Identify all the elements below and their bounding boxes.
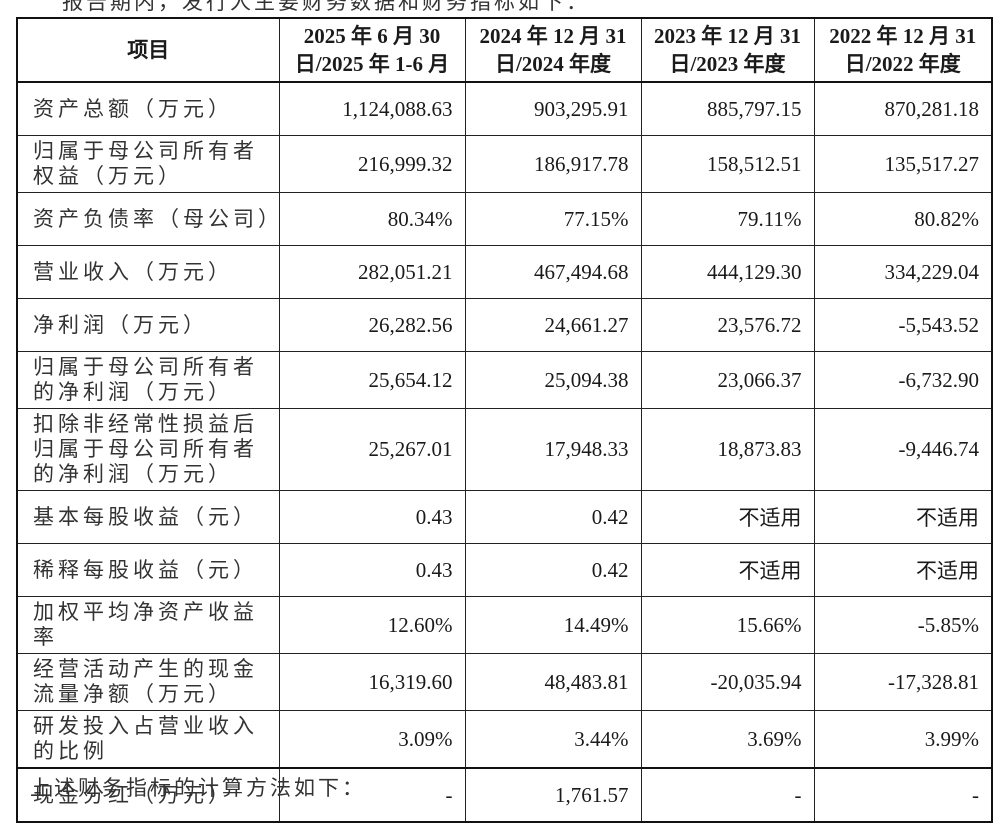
table-row: 稀释每股收益（元） 0.43 0.42 不适用 不适用 bbox=[16, 543, 993, 597]
row-label: 稀释每股收益（元） bbox=[16, 543, 280, 597]
value-cell: 79.11% bbox=[640, 192, 815, 246]
row-label: 研发投入占营业收入的比例 bbox=[16, 710, 280, 769]
table-row: 经营活动产生的现金流量净额（万元） 16,319.60 48,483.81 -20,0… bbox=[16, 653, 993, 711]
value-cell: 0.43 bbox=[278, 543, 466, 597]
value-cell: 186,917.78 bbox=[464, 135, 642, 193]
header-2024: 2024 年 12 月 31 日/2024 年度 bbox=[464, 17, 642, 83]
value-cell: 3.09% bbox=[278, 710, 466, 769]
value-cell: 444,129.30 bbox=[640, 245, 815, 299]
value-cell: 0.42 bbox=[464, 490, 642, 544]
value-cell: 216,999.32 bbox=[278, 135, 466, 193]
value-cell: 282,051.21 bbox=[278, 245, 466, 299]
value-cell: 77.15% bbox=[464, 192, 642, 246]
row-label: 资产总额（万元） bbox=[16, 81, 280, 136]
value-cell: 23,576.72 bbox=[640, 298, 815, 352]
value-cell: 3.99% bbox=[813, 710, 993, 769]
value-cell: -17,328.81 bbox=[813, 653, 993, 711]
row-label: 基本每股收益（元） bbox=[16, 490, 280, 544]
value-cell: 24,661.27 bbox=[464, 298, 642, 352]
value-cell: 16,319.60 bbox=[278, 653, 466, 711]
intro-text: 报告期内，发行人主要财务数据和财务指标如下： bbox=[62, 0, 590, 14]
value-cell: 25,094.38 bbox=[464, 351, 642, 409]
table-row: 研发投入占营业收入的比例 3.09% 3.44% 3.69% 3.99% bbox=[16, 710, 993, 769]
value-cell: 1,761.57 bbox=[464, 767, 642, 823]
value-cell: 135,517.27 bbox=[813, 135, 993, 193]
value-cell: 870,281.18 bbox=[813, 81, 993, 136]
row-label: 营业收入（万元） bbox=[16, 245, 280, 299]
value-cell: 334,229.04 bbox=[813, 245, 993, 299]
value-cell: 23,066.37 bbox=[640, 351, 815, 409]
row-label: 加权平均净资产收益率 bbox=[16, 596, 280, 654]
value-cell: 不适用 bbox=[813, 490, 993, 544]
value-cell: -6,732.90 bbox=[813, 351, 993, 409]
value-cell: 18,873.83 bbox=[640, 408, 815, 491]
value-cell: 3.44% bbox=[464, 710, 642, 769]
value-cell: 80.82% bbox=[813, 192, 993, 246]
value-cell: 467,494.68 bbox=[464, 245, 642, 299]
table-row: 加权平均净资产收益率 12.60% 14.49% 15.66% -5.85% bbox=[16, 596, 993, 654]
table-row: 资产总额（万元） 1,124,088.63 903,295.91 885,797.15… bbox=[16, 81, 993, 136]
value-cell: -5,543.52 bbox=[813, 298, 993, 352]
table-row: 归属于母公司所有者权益（万元） 216,999.32 186,917.78 158,5… bbox=[16, 135, 993, 193]
value-cell: 903,295.91 bbox=[464, 81, 642, 136]
value-cell: 885,797.15 bbox=[640, 81, 815, 136]
table-row: 归属于母公司所有者的净利润（万元） 25,654.12 25,094.38 23,06… bbox=[16, 351, 993, 409]
row-label: 归属于母公司所有者权益（万元） bbox=[16, 135, 280, 193]
value-cell: 0.43 bbox=[278, 490, 466, 544]
value-cell: 25,654.12 bbox=[278, 351, 466, 409]
row-label: 净利润（万元） bbox=[16, 298, 280, 352]
row-label: 经营活动产生的现金流量净额（万元） bbox=[16, 653, 280, 711]
value-cell: 80.34% bbox=[278, 192, 466, 246]
header-2023: 2023 年 12 月 31 日/2023 年度 bbox=[640, 17, 815, 83]
table-row: 净利润（万元） 26,282.56 24,661.27 23,576.72 -5,543… bbox=[16, 298, 993, 352]
value-cell: 不适用 bbox=[640, 543, 815, 597]
table-row: 基本每股收益（元） 0.43 0.42 不适用 不适用 bbox=[16, 490, 993, 544]
table-row: 资产负债率（母公司） 80.34% 77.15% 79.11% 80.82% bbox=[16, 192, 993, 246]
table-row: 营业收入（万元） 282,051.21 467,494.68 444,129.30 33… bbox=[16, 245, 993, 299]
value-cell: 3.69% bbox=[640, 710, 815, 769]
value-cell: 不适用 bbox=[640, 490, 815, 544]
value-cell: 25,267.01 bbox=[278, 408, 466, 491]
value-cell: 不适用 bbox=[813, 543, 993, 597]
value-cell: -9,446.74 bbox=[813, 408, 993, 491]
footer-text: 上述财务指标的计算方法如下： bbox=[30, 776, 366, 800]
value-cell: - bbox=[640, 767, 815, 823]
value-cell: -20,035.94 bbox=[640, 653, 815, 711]
value-cell: 1,124,088.63 bbox=[278, 81, 466, 136]
value-cell: -5.85% bbox=[813, 596, 993, 654]
row-label: 资产负债率（母公司） bbox=[16, 192, 280, 246]
value-cell: 158,512.51 bbox=[640, 135, 815, 193]
header-item: 项目 bbox=[16, 17, 280, 83]
header-2025h1: 2025 年 6 月 30 日/2025 年 1-6 月 bbox=[278, 17, 466, 83]
table-row: 扣除非经常性损益后归属于母公司所有者的净利润（万元） 25,267.01 17,94… bbox=[16, 408, 993, 491]
value-cell: - bbox=[813, 767, 993, 823]
value-cell: 26,282.56 bbox=[278, 298, 466, 352]
table-header-row: 项目 2025 年 6 月 30 日/2025 年 1-6 月 2024 年 1… bbox=[16, 17, 993, 83]
row-label: 归属于母公司所有者的净利润（万元） bbox=[16, 351, 280, 409]
header-2022: 2022 年 12 月 31 日/2022 年度 bbox=[813, 17, 993, 83]
value-cell: 48,483.81 bbox=[464, 653, 642, 711]
value-cell: 15.66% bbox=[640, 596, 815, 654]
value-cell: 12.60% bbox=[278, 596, 466, 654]
value-cell: 0.42 bbox=[464, 543, 642, 597]
financial-data-table: 项目 2025 年 6 月 30 日/2025 年 1-6 月 2024 年 1… bbox=[16, 17, 993, 823]
value-cell: 17,948.33 bbox=[464, 408, 642, 491]
row-label: 扣除非经常性损益后归属于母公司所有者的净利润（万元） bbox=[16, 408, 280, 491]
value-cell: 14.49% bbox=[464, 596, 642, 654]
